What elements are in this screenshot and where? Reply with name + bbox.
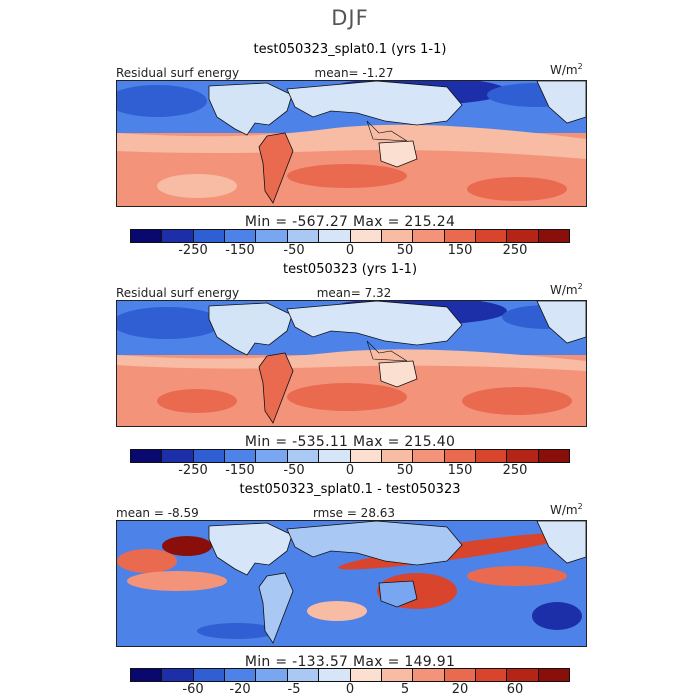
panel-3-colorbar-bin-3 <box>193 669 226 681</box>
panel-1-mean: mean= -1.27 <box>314 66 394 80</box>
panel-3-tick-5: 5 <box>400 682 410 697</box>
panel-2-colorbar-bin-14 <box>538 450 570 462</box>
panel-1-colorbar-bin-9 <box>381 230 414 242</box>
panel-1-colorbar-bin-6 <box>287 230 320 242</box>
panel-2-colorbar-bin-7 <box>319 450 351 462</box>
panel-2-tick-1: -250 <box>178 463 208 478</box>
panel-2-colorbar-bin-10 <box>413 450 445 462</box>
panel-2-mean: mean= 7.32 <box>316 286 392 300</box>
panel-1-colorbar-bin-12 <box>475 230 508 242</box>
panel-1-tick-2: -150 <box>225 243 255 258</box>
panel-3-tick-4: 0 <box>345 682 355 697</box>
panel-1-tick-7: 250 <box>502 243 528 258</box>
panel-3-colorbar-bin-4 <box>225 669 257 681</box>
panel-3-colorbar-bin-11 <box>444 669 476 681</box>
panel-2-colorbar-bin-13 <box>507 450 539 462</box>
panel-3-tick-6: 20 <box>451 682 469 697</box>
panel-1-colorbar-bin-13 <box>507 230 539 242</box>
panel-1-colorbar-bin-11 <box>444 230 476 242</box>
panel-1-map <box>116 80 587 207</box>
panel-1-variable-label: Residual surf energy <box>116 66 240 80</box>
panel-1-colorbar-bin-8 <box>350 230 382 242</box>
panel-3-colorbar-bin-13 <box>507 669 539 681</box>
panel-1-tick-4: 0 <box>345 243 355 258</box>
panel-3-colorbar-bin-7 <box>319 669 351 681</box>
panel-3-tick-2: -20 <box>229 682 251 697</box>
panel-1-colorbar-bin-1 <box>131 230 163 242</box>
panel-1-map-svg <box>117 81 586 206</box>
panel-3-colorbar-bin-10 <box>413 669 445 681</box>
panel-2-map <box>116 300 587 427</box>
panel-3-tick-3: -5 <box>287 682 301 697</box>
panel-3-mean: mean = -8.59 <box>116 506 199 520</box>
panel-2-map-svg <box>117 301 586 426</box>
panel-1-unit: W/m2 <box>550 62 583 77</box>
panel-3-rmse: rmse = 28.63 <box>312 506 396 520</box>
panel-2-unit: W/m2 <box>550 282 583 297</box>
panel-2-colorbar <box>130 449 570 463</box>
panel-2-tick-4: 0 <box>345 463 355 478</box>
panel-2-colorbar-bin-3 <box>193 450 226 462</box>
panel-1-tick-1: -250 <box>178 243 208 258</box>
panel-1-colorbar-bin-7 <box>319 230 351 242</box>
panel-1-tick-3: -50 <box>283 243 305 258</box>
panel-2-colorbar-bin-8 <box>350 450 382 462</box>
panel-2-minmax: Min = -535.11 Max = 215.40 <box>244 434 456 450</box>
panel-3-tick-7: 60 <box>506 682 524 697</box>
panel-3-colorbar <box>130 668 570 682</box>
panel-3-map <box>116 520 587 647</box>
panel-3-colorbar-bin-12 <box>475 669 508 681</box>
panel-2-colorbar-bin-4 <box>225 450 257 462</box>
panel-2-tick-7: 250 <box>502 463 528 478</box>
panel-2-tick-6: 150 <box>447 463 473 478</box>
panel-3-colorbar-bin-2 <box>162 669 194 681</box>
panel-3-colorbar-bin-1 <box>131 669 163 681</box>
panel-3-colorbar-bin-5 <box>256 669 288 681</box>
panel-2-tick-5: 50 <box>396 463 414 478</box>
panel-1-colorbar-bin-5 <box>256 230 288 242</box>
panel-3-colorbar-bin-6 <box>287 669 320 681</box>
panel-3-colorbar-bin-9 <box>381 669 414 681</box>
panel-1-colorbar-bin-2 <box>162 230 194 242</box>
panel-2-colorbar-bin-1 <box>131 450 163 462</box>
panel-1-colorbar-bin-3 <box>193 230 226 242</box>
panel-1-colorbar-bin-14 <box>538 230 570 242</box>
panel-1-colorbar-bin-10 <box>413 230 445 242</box>
panel-1-tick-5: 50 <box>396 243 414 258</box>
panel-2-colorbar-bin-6 <box>287 450 320 462</box>
panel-1-colorbar-bin-4 <box>225 230 257 242</box>
season-title: DJF <box>331 6 369 30</box>
panel-3-colorbar-bin-8 <box>350 669 382 681</box>
panel-2-variable-label: Residual surf energy <box>116 286 240 300</box>
panel-2-colorbar-bin-9 <box>381 450 414 462</box>
panel-1-colorbar <box>130 229 570 243</box>
panel-3-tick-1: -60 <box>182 682 204 697</box>
panel-2-colorbar-bin-5 <box>256 450 288 462</box>
panel-1-title: test050323_splat0.1 (yrs 1-1) <box>253 42 447 57</box>
panel-2-colorbar-bin-11 <box>444 450 476 462</box>
panel-2-tick-2: -150 <box>225 463 255 478</box>
panel-3-colorbar-bin-14 <box>538 669 570 681</box>
panel-3-minmax: Min = -133.57 Max = 149.91 <box>244 654 456 670</box>
panel-2-title: test050323 (yrs 1-1) <box>282 262 418 277</box>
panel-3-unit: W/m2 <box>550 502 583 517</box>
panel-1-tick-6: 150 <box>447 243 473 258</box>
panel-2-tick-3: -50 <box>283 463 305 478</box>
panel-1-minmax: Min = -567.27 Max = 215.24 <box>244 214 456 230</box>
panel-2-colorbar-bin-2 <box>162 450 194 462</box>
panel-2-colorbar-bin-12 <box>475 450 508 462</box>
panel-3-title: test050323_splat0.1 - test050323 <box>239 482 461 497</box>
panel-3-map-svg <box>117 521 586 646</box>
